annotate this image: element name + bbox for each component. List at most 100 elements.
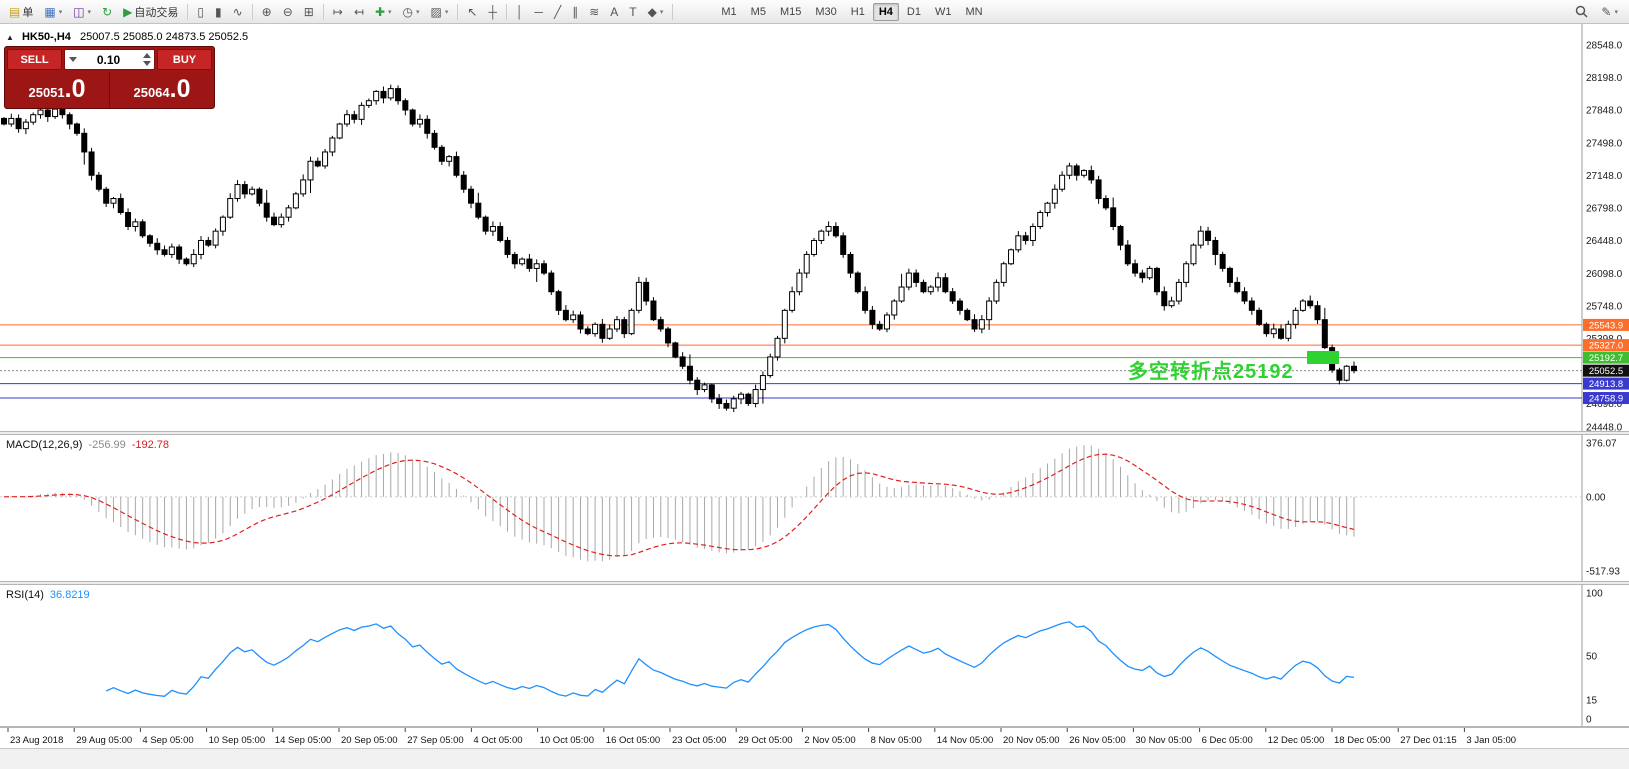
trade-panel-divider <box>109 72 110 108</box>
candle <box>1139 269 1146 283</box>
styler-button[interactable]: ✎ ▾ <box>1596 2 1623 22</box>
candle <box>621 316 628 339</box>
text-label-button[interactable]: T <box>624 2 641 22</box>
cursor-button[interactable]: ↖ <box>462 2 482 22</box>
candle <box>234 180 241 202</box>
price-tag: 25192.7 <box>1583 351 1629 364</box>
candle <box>73 122 80 136</box>
autotrading-button[interactable]: ▶ 自动交易 <box>118 2 183 22</box>
one-click-toggle-icon[interactable]: ▲ <box>6 33 14 42</box>
timeframe-m1[interactable]: M1 <box>721 5 737 18</box>
shapes-button[interactable]: ◆ ▾ <box>643 2 669 22</box>
vertical-line-button[interactable]: │ <box>511 2 529 22</box>
candle <box>1110 197 1117 231</box>
candle <box>198 236 205 260</box>
chart-shift-button[interactable]: ↦ <box>328 2 348 22</box>
candle <box>95 171 102 192</box>
candlestick-button[interactable]: ▮ <box>210 2 227 22</box>
candle <box>694 377 701 396</box>
lot-increase-icon[interactable] <box>143 53 151 58</box>
svg-text:14 Sep 05:00: 14 Sep 05:00 <box>275 735 332 746</box>
timeframe-w1[interactable]: W1 <box>934 5 952 18</box>
toolbar-separator <box>187 3 189 20</box>
channel-button[interactable]: ∥ <box>567 2 583 22</box>
profiles-button[interactable]: ◫ ▾ <box>68 2 96 22</box>
sell-price[interactable]: 25051.0 <box>5 72 109 108</box>
search-button[interactable] <box>1570 2 1593 22</box>
svg-text:23 Oct 05:00: 23 Oct 05:00 <box>672 735 726 746</box>
zoom-out-button[interactable]: ⊖ <box>278 2 298 22</box>
candle <box>730 395 737 413</box>
candle <box>1256 307 1263 327</box>
charts-menu-button[interactable]: ▦ ▾ <box>39 2 67 22</box>
candle <box>1037 210 1044 230</box>
svg-text:27 Sep 05:00: 27 Sep 05:00 <box>407 735 464 746</box>
price-pane[interactable]: 28548.0 28198.0 27848.0 27498.0 27148.0 26798… <box>0 24 1629 431</box>
new-order-button[interactable]: ▤ 单 <box>4 2 38 22</box>
pane-splitter[interactable] <box>0 431 1629 435</box>
svg-text:25192.7: 25192.7 <box>1589 353 1623 364</box>
periods-icon: ◷ <box>402 4 414 19</box>
line-chart-button[interactable]: ∿ <box>228 2 248 22</box>
fibonacci-button[interactable]: ≋ <box>584 2 604 22</box>
sell-button[interactable]: SELL <box>7 49 62 70</box>
svg-text:25748.0: 25748.0 <box>1586 301 1623 312</box>
candle <box>526 253 533 272</box>
lot-size-field[interactable] <box>64 49 155 70</box>
timeframe-m15[interactable]: M15 <box>779 5 802 18</box>
candle <box>555 289 562 316</box>
svg-text:24698.0: 24698.0 <box>1586 399 1623 410</box>
chevron-down-icon: ▾ <box>659 8 664 16</box>
tile-windows-button[interactable]: ⊞ <box>299 2 319 22</box>
indicators-button[interactable]: ✚ ▾ <box>370 2 397 22</box>
macd-pane[interactable]: 376.07 0.00 -517.93 <box>0 435 1629 581</box>
horizontal-line-button[interactable]: ─ <box>529 2 548 22</box>
timeframe-mn[interactable]: MN <box>965 5 983 18</box>
candle <box>256 187 263 207</box>
auto-scroll-button[interactable]: ↤ <box>349 2 369 22</box>
buy-price[interactable]: 25064.0 <box>110 72 214 108</box>
timeframe-h1[interactable]: H1 <box>850 5 865 18</box>
templates-button[interactable]: ▨ ▾ <box>426 2 454 22</box>
chart-window[interactable]: 28548.0 28198.0 27848.0 27498.0 27148.0 26798… <box>0 24 1629 769</box>
candle <box>212 228 219 249</box>
svg-text:20 Sep 05:00: 20 Sep 05:00 <box>341 735 398 746</box>
time-axis[interactable]: 23 Aug 2018 29 Aug 05:00 4 Sep 05:00 10 Sep… <box>0 728 1629 748</box>
bar-chart-button[interactable]: ▯ <box>192 2 209 22</box>
buy-button[interactable]: BUY <box>157 49 212 70</box>
timeframe-m5[interactable]: M5 <box>750 5 766 18</box>
pivot-highlight-box[interactable] <box>1307 351 1339 364</box>
pane-splitter[interactable] <box>0 581 1629 585</box>
candle <box>1015 231 1022 253</box>
candles <box>1 84 1357 413</box>
rsi-pane[interactable]: 100 50 15 0 <box>0 585 1629 726</box>
price-level-lines[interactable] <box>0 324 1582 399</box>
timeframe-m30[interactable]: M30 <box>815 5 837 18</box>
candle <box>1132 259 1139 277</box>
candle <box>993 279 1000 304</box>
refresh-button[interactable]: ↻ <box>97 2 117 22</box>
candle <box>110 196 117 209</box>
trendline-button[interactable]: ╱ <box>549 2 566 22</box>
candle <box>8 113 15 127</box>
candle <box>1321 307 1328 350</box>
zoom-in-button[interactable]: ⊕ <box>257 2 277 22</box>
crosshair-button[interactable]: ┼ <box>483 2 502 22</box>
candle <box>482 215 489 235</box>
text-button[interactable]: A <box>605 2 623 22</box>
candle <box>577 311 584 334</box>
timeframe-h4[interactable]: H4 <box>872 2 899 21</box>
lot-input[interactable] <box>77 52 140 67</box>
lot-decrease-icon[interactable] <box>143 61 151 66</box>
periods-button[interactable]: ◷ ▾ <box>398 2 425 22</box>
lot-dropdown-icon[interactable] <box>69 57 77 62</box>
candle <box>745 392 752 406</box>
macd-histogram <box>10 445 1355 562</box>
candle <box>205 236 212 247</box>
candle <box>1124 240 1131 266</box>
crosshair-icon: ┼ <box>488 4 497 19</box>
candle <box>395 85 402 105</box>
timeframe-d1[interactable]: D1 <box>906 5 921 18</box>
candle <box>365 98 372 108</box>
pivot-annotation-text[interactable]: 多空转折点25192 <box>1128 361 1294 383</box>
